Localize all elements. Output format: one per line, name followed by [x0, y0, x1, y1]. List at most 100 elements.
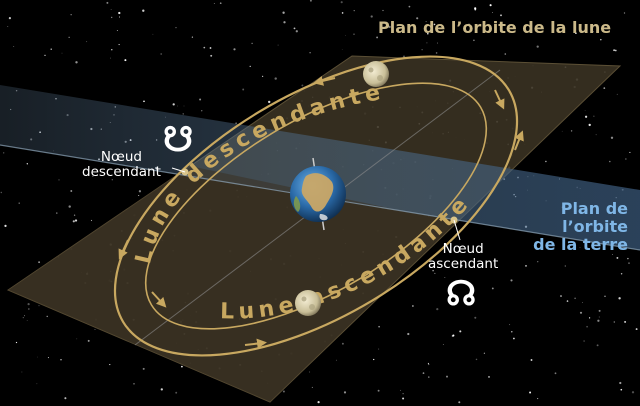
moon-orbit-plane-front	[8, 166, 455, 402]
star	[8, 17, 11, 20]
star	[525, 265, 527, 267]
star	[21, 371, 23, 373]
star	[598, 316, 600, 318]
star	[575, 32, 577, 34]
star	[598, 309, 601, 312]
star	[625, 158, 627, 160]
star	[568, 247, 570, 249]
star	[427, 32, 429, 35]
star	[341, 48, 343, 50]
star	[564, 265, 566, 267]
star	[143, 100, 145, 103]
star	[627, 257, 629, 260]
star	[529, 391, 532, 394]
star	[283, 21, 286, 24]
star	[491, 11, 493, 13]
earth-plane-label-line-3: de la terre	[533, 234, 628, 254]
star	[566, 300, 569, 302]
star	[282, 11, 285, 14]
star	[579, 311, 583, 314]
star	[26, 320, 28, 322]
star	[293, 27, 296, 30]
star	[574, 297, 576, 300]
star	[426, 42, 428, 44]
descending-node-label-line-2: descendant	[82, 164, 161, 181]
star	[4, 224, 7, 228]
star	[0, 191, 3, 194]
star	[616, 93, 618, 95]
star	[510, 279, 513, 282]
star	[353, 33, 355, 35]
star	[181, 365, 183, 368]
moon-top	[363, 61, 389, 87]
star	[536, 45, 539, 48]
star	[588, 317, 591, 319]
star	[28, 308, 30, 310]
star	[27, 303, 30, 306]
star	[191, 36, 194, 38]
star	[475, 358, 478, 361]
star	[588, 123, 591, 127]
star	[7, 26, 9, 27]
star	[583, 340, 585, 342]
star	[353, 10, 355, 12]
star	[376, 36, 379, 39]
star	[382, 9, 384, 12]
star	[620, 388, 623, 391]
star	[182, 113, 184, 115]
star	[44, 54, 46, 56]
star	[86, 41, 88, 43]
star	[36, 383, 38, 385]
ascending-node-label: Nœud ascendant	[428, 241, 498, 272]
star	[75, 61, 78, 64]
star	[3, 152, 5, 154]
star	[341, 12, 344, 14]
star	[111, 179, 113, 181]
star	[428, 364, 430, 366]
star	[595, 134, 597, 136]
star	[70, 190, 73, 192]
star	[612, 254, 613, 255]
star	[76, 338, 78, 340]
star	[106, 1, 109, 4]
star	[114, 169, 116, 171]
star	[452, 334, 455, 337]
star	[437, 42, 438, 44]
star	[295, 30, 298, 33]
star	[340, 1, 343, 4]
star	[72, 220, 75, 223]
star	[425, 21, 427, 23]
star	[68, 36, 70, 38]
star	[73, 214, 76, 216]
star	[160, 53, 163, 55]
star	[110, 9, 112, 10]
star	[432, 269, 434, 272]
star	[624, 320, 627, 323]
moon-orbit-ellipse	[113, 55, 519, 357]
star	[70, 14, 72, 16]
star	[460, 264, 463, 267]
star	[402, 397, 405, 400]
star	[604, 295, 606, 297]
star	[15, 341, 18, 344]
star	[483, 352, 486, 354]
earth-plane-label-line-2: l’orbite	[562, 216, 628, 236]
star	[199, 98, 202, 101]
star	[586, 325, 588, 328]
star	[618, 297, 621, 300]
star	[609, 160, 611, 163]
star	[509, 324, 511, 326]
earth-plane-label-line-1: Plan de	[560, 199, 628, 218]
star	[402, 393, 404, 395]
star	[399, 389, 401, 391]
star	[407, 332, 410, 336]
star	[317, 400, 320, 404]
star	[412, 305, 414, 307]
star	[152, 33, 154, 35]
star	[613, 321, 615, 323]
star	[442, 344, 444, 345]
star	[388, 25, 391, 29]
star	[582, 302, 583, 303]
